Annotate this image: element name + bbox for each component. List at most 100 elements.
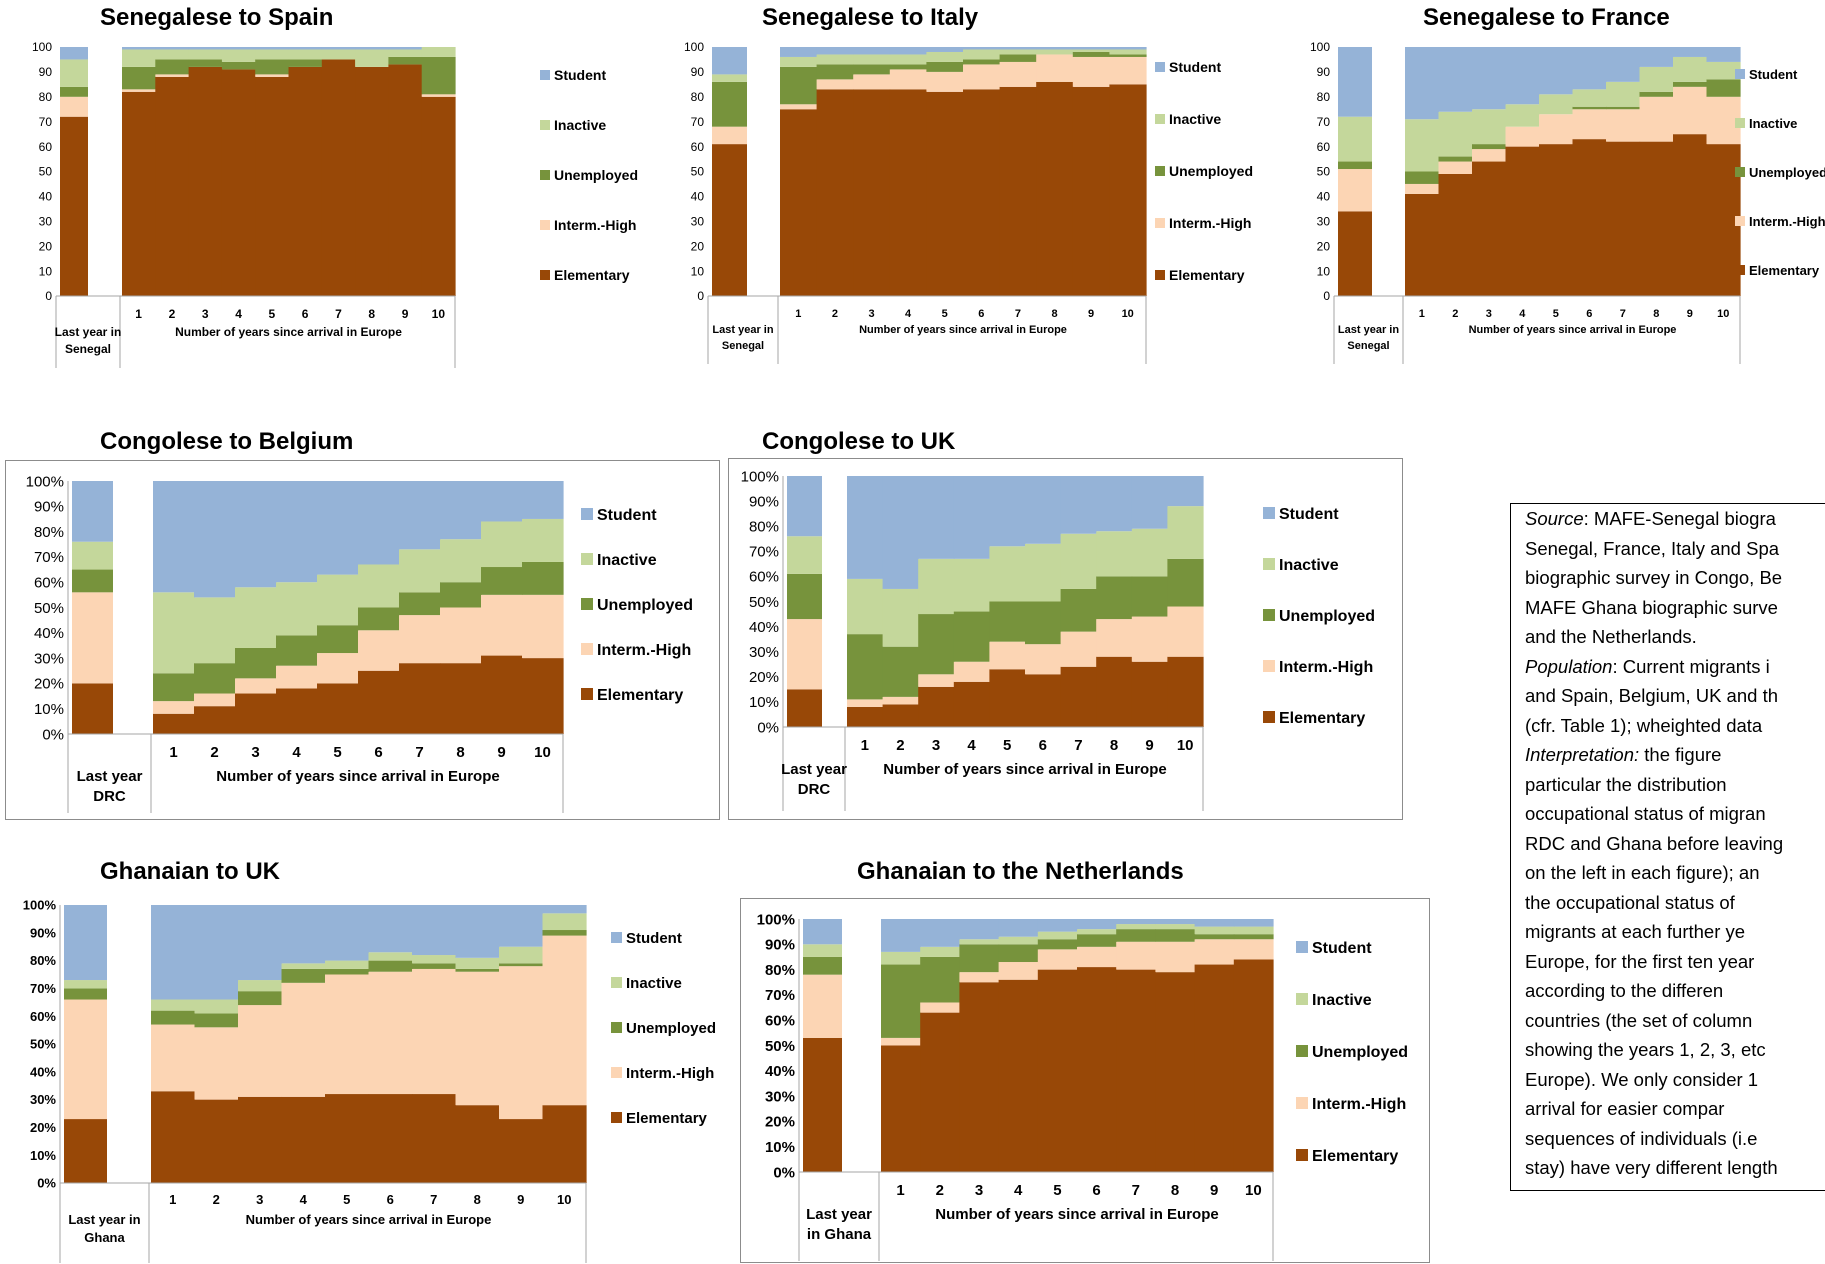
x-tick-label: 3: [1486, 308, 1492, 320]
baseline-segment-elementary: [72, 683, 113, 734]
area-segment-unemployed: [853, 64, 891, 75]
area-segment-interm-high: [255, 74, 290, 77]
legend-swatch-unemployed: [611, 1022, 622, 1033]
area-segment-elementary: [499, 1119, 544, 1183]
area-segment-elementary: [421, 96, 456, 296]
area-segment-elementary: [1037, 969, 1078, 1172]
area-segment-student: [881, 919, 921, 952]
note-line: and Spain, Belgium, UK and th: [1525, 681, 1825, 711]
legend-swatch-interm-high: [1263, 660, 1275, 672]
legend-swatch-elementary: [1263, 711, 1275, 723]
y-tick-label: 90: [1317, 65, 1331, 79]
area-segment-student: [1167, 476, 1204, 507]
area-segment-unemployed: [455, 968, 500, 972]
area-segment-interm-high: [1572, 109, 1607, 140]
note-line: RDC and Ghana before leaving: [1525, 829, 1825, 859]
area-segment-elementary: [963, 89, 1001, 296]
area-segment-student: [1037, 919, 1078, 932]
area-segment-interm-high: [1438, 161, 1473, 174]
y-tick-label: 20: [691, 239, 705, 253]
area-segment-unemployed: [412, 963, 457, 969]
baseline-category-label: Last year: [77, 768, 143, 785]
area-segment-student: [317, 481, 359, 575]
area-segment-unemployed: [499, 963, 544, 967]
x-tick-label: 4: [967, 737, 976, 754]
baseline-segment-unemployed: [1338, 161, 1372, 170]
note-line: (cfr. Table 1); wheighted data: [1525, 711, 1825, 741]
y-tick-label: 100%: [741, 468, 779, 485]
x-tick-label: 4: [905, 308, 912, 320]
baseline-segment-interm-high: [787, 619, 822, 690]
area-segment-inactive: [235, 587, 277, 648]
area-segment-unemployed: [1572, 106, 1607, 110]
area-segment-unemployed: [481, 567, 523, 595]
area-segment-interm-high: [998, 962, 1039, 980]
chart-title: Senegalese to Spain: [100, 4, 334, 31]
chart-svg: 0% 10% 20% 30% 40% 50% 60% 70% 80% 90% 100% 1 2 3 4 5 6 7…: [26, 473, 693, 813]
baseline-segment-unemployed: [64, 988, 107, 1000]
note-text: biographic survey in Congo, Be: [1525, 567, 1783, 588]
area-segment-interm-high: [1505, 126, 1540, 147]
y-tick-label: 20%: [30, 1120, 56, 1135]
area-segment-interm-high: [1606, 109, 1641, 142]
area-segment-inactive: [1060, 533, 1097, 589]
baseline-segment-unemployed: [803, 956, 842, 975]
area-segment-elementary: [325, 1094, 370, 1183]
x-axis-title: Number of years since arrival in Europe: [859, 324, 1067, 336]
legend-swatch-elementary: [1155, 270, 1165, 280]
area-segment-student: [542, 905, 587, 914]
area-segment-interm-high: [1673, 86, 1708, 135]
y-tick-label: 40%: [749, 619, 779, 636]
area-segment-interm-high: [1025, 644, 1062, 675]
area-segment-inactive: [1036, 49, 1074, 55]
x-tick-label: 10: [1717, 308, 1729, 320]
note-text: migrants at each further ye: [1525, 921, 1746, 942]
area-segment-elementary: [853, 89, 891, 296]
area-segment-unemployed: [151, 1010, 196, 1025]
area-segment-elementary: [194, 706, 236, 734]
area-segment-student: [1109, 47, 1147, 50]
area-segment-elementary: [122, 91, 156, 296]
plot-area: 0 10 20 30 40 50 60 70 80 90 100 1 2 3 4 5 6 7 8 9 10 Number …: [1310, 40, 1825, 364]
x-tick-label: 6: [1039, 737, 1047, 754]
y-tick-label: 60: [691, 140, 705, 154]
area-segment-student: [358, 481, 400, 565]
area-segment-inactive: [421, 47, 456, 57]
area-segment-student: [1405, 47, 1440, 120]
baseline-segment-inactive: [787, 536, 822, 574]
area-segment-student: [926, 47, 964, 52]
y-tick-label: 100%: [26, 473, 64, 490]
legend-swatch-inactive: [540, 120, 550, 130]
area-segment-elementary: [1167, 656, 1204, 727]
legend-label: Unemployed: [1279, 608, 1375, 625]
legend-label: Interm.-High: [1312, 1096, 1406, 1113]
area-segment-interm-high: [1194, 939, 1235, 965]
area-segment-interm-high: [122, 89, 156, 92]
area-segment-interm-high: [780, 104, 818, 110]
legend-swatch-unemployed: [540, 170, 550, 180]
legend-label: Student: [1749, 67, 1798, 82]
y-tick-label: 0%: [37, 1176, 56, 1191]
area-segment-inactive: [481, 521, 523, 568]
area-segment-elementary: [1096, 656, 1133, 727]
legend-label: Student: [1279, 506, 1339, 523]
area-segment-inactive: [963, 49, 1001, 60]
baseline-segment-student: [60, 47, 88, 60]
y-tick-label: 80%: [34, 524, 64, 541]
legend-label: Elementary: [1312, 1148, 1398, 1165]
area-segment-unemployed: [889, 64, 927, 70]
area-segment-inactive: [221, 49, 256, 62]
area-segment-interm-high: [440, 607, 482, 664]
area-segment-interm-high: [238, 1005, 283, 1097]
baseline-segment-elementary: [1338, 211, 1372, 296]
area-segment-elementary: [1505, 146, 1540, 296]
baseline-category-label: Senegal: [65, 342, 111, 356]
y-tick-label: 50%: [34, 600, 64, 617]
x-tick-label: 5: [1553, 308, 1559, 320]
area-segment-inactive: [1194, 926, 1235, 935]
legend-swatch-unemployed: [1155, 166, 1165, 176]
area-segment-interm-high: [499, 966, 544, 1120]
area-segment-unemployed: [1060, 588, 1097, 632]
y-tick-label: 70: [1317, 115, 1331, 129]
note-text: Senegal, France, Italy and Spa: [1525, 537, 1780, 559]
